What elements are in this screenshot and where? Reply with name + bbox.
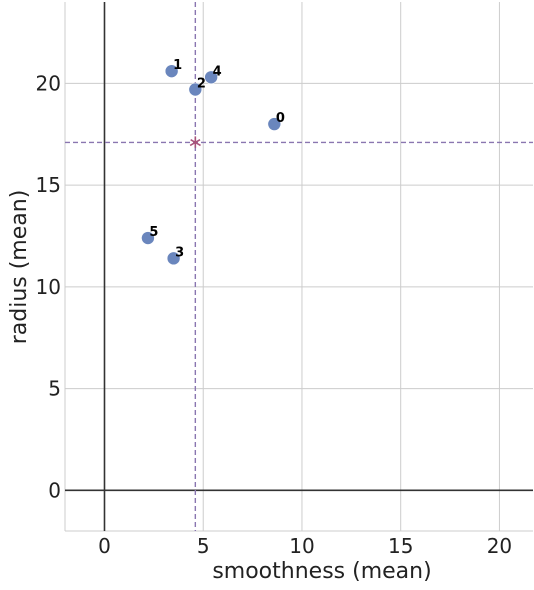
point-label: 4	[213, 64, 222, 79]
x-tick-labels: 0 5 10 15 20	[98, 534, 512, 558]
point-label: 1	[173, 58, 182, 73]
y-axis-label: radius (mean)	[7, 190, 32, 345]
y-tick-label: 15	[36, 173, 61, 197]
point-label: 2	[197, 76, 206, 91]
point-label: 3	[175, 245, 184, 260]
x-tick-label: 20	[487, 534, 512, 558]
data-point	[141, 231, 155, 245]
point-label: 0	[276, 111, 285, 126]
y-tick-label: 10	[36, 275, 61, 299]
x-tick-label: 10	[289, 534, 314, 558]
axes	[65, 2, 533, 531]
reference-star-stroke	[190, 138, 196, 144]
grid-lines	[64, 2, 533, 532]
x-axis-label: smoothness (mean)	[212, 559, 431, 584]
x-tick-label: 5	[197, 534, 210, 558]
data-point	[204, 70, 218, 85]
point-labels: 0 12 3 4 5	[149, 58, 284, 260]
reference-star-stroke	[194, 141, 201, 147]
reference-star-stroke	[189, 141, 196, 147]
data-point	[188, 82, 203, 97]
y-tick-label: 5	[48, 377, 61, 401]
data-point	[267, 117, 282, 131]
x-tick-label: 15	[388, 534, 413, 558]
x-tick-label: 0	[98, 534, 111, 558]
y-tick-labels: 0 5 10 15 20	[36, 71, 61, 502]
y-tick-label: 0	[48, 478, 61, 502]
data-point	[164, 64, 179, 78]
data-points	[141, 64, 282, 266]
y-tick-label: 20	[36, 71, 61, 95]
reference-star-stroke	[194, 138, 201, 144]
reference-star-marker	[189, 136, 201, 148]
reference-lines	[65, 2, 533, 531]
point-label: 5	[149, 225, 158, 240]
data-point	[166, 251, 181, 266]
